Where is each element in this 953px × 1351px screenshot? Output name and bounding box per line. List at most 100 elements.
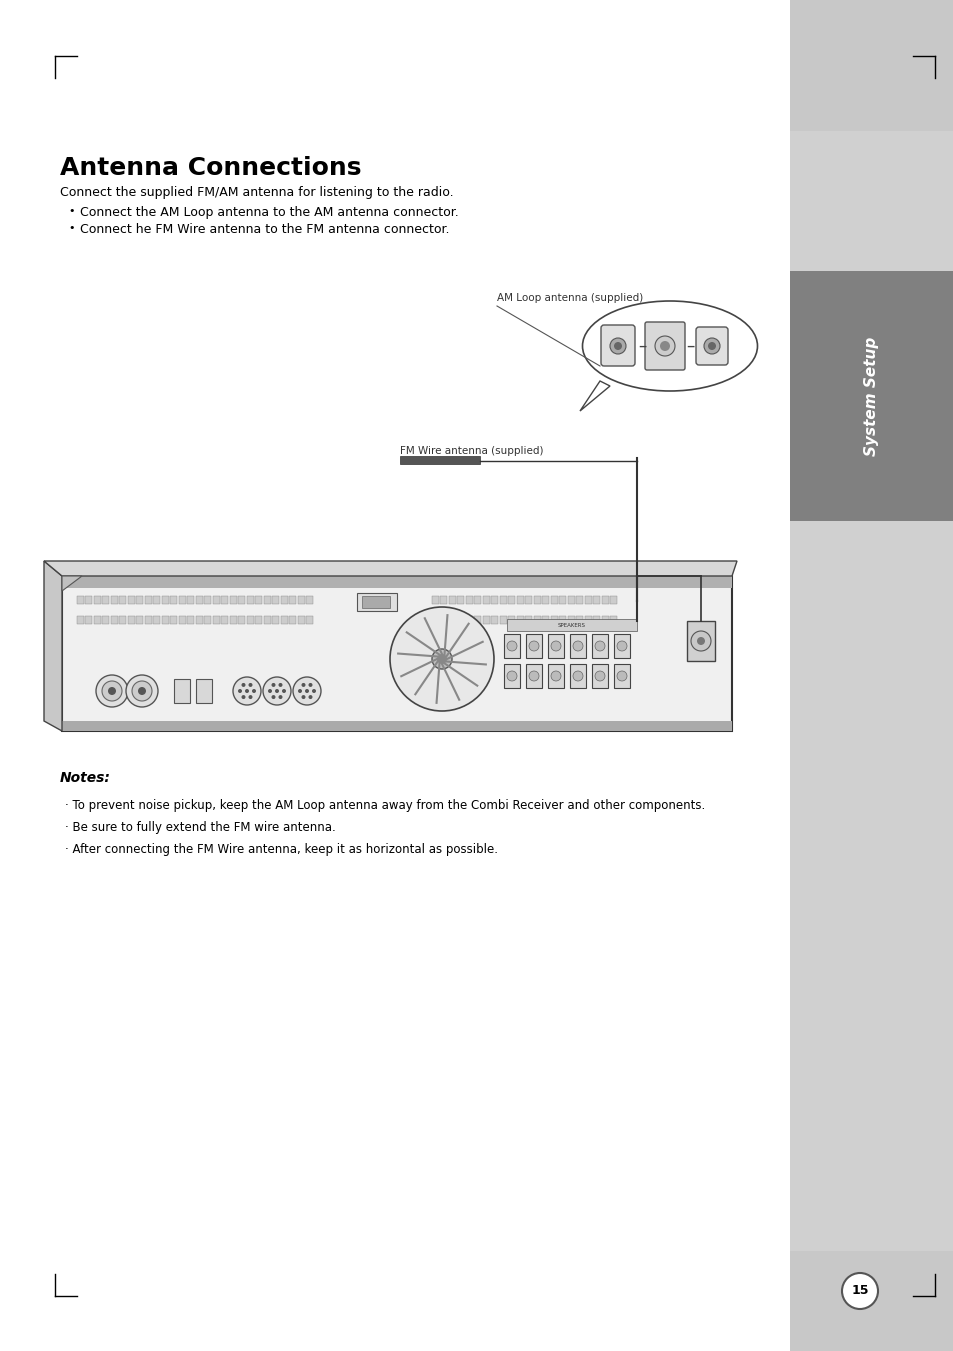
Bar — [162, 596, 169, 604]
Circle shape — [297, 689, 302, 693]
Circle shape — [659, 340, 669, 351]
Bar — [440, 616, 447, 624]
Bar — [399, 457, 479, 463]
Bar — [162, 616, 169, 624]
Bar — [610, 596, 617, 604]
Bar — [584, 616, 592, 624]
Text: •: • — [68, 205, 74, 216]
Bar — [273, 616, 279, 624]
Bar — [440, 596, 447, 604]
Bar — [188, 616, 194, 624]
Bar — [94, 616, 101, 624]
Circle shape — [241, 684, 245, 686]
Bar — [221, 596, 229, 604]
Circle shape — [690, 631, 710, 651]
Bar — [230, 596, 236, 604]
Bar — [610, 616, 617, 624]
Bar — [86, 616, 92, 624]
Polygon shape — [579, 381, 609, 411]
Bar — [593, 596, 599, 604]
Text: · To prevent noise pickup, keep the AM Loop antenna away from the Combi Receiver: · To prevent noise pickup, keep the AM L… — [65, 798, 704, 812]
Bar — [558, 596, 566, 604]
Bar — [525, 634, 541, 658]
Bar — [281, 616, 288, 624]
Bar — [86, 596, 92, 604]
Bar — [62, 576, 731, 731]
Bar — [195, 680, 212, 703]
Polygon shape — [44, 561, 62, 731]
Bar — [491, 616, 498, 624]
Polygon shape — [44, 561, 737, 576]
Circle shape — [268, 689, 272, 693]
Bar — [503, 663, 519, 688]
Bar — [457, 616, 464, 624]
Bar — [77, 616, 84, 624]
Bar — [179, 596, 186, 604]
Text: Connect he FM Wire antenna to the FM antenna connector.: Connect he FM Wire antenna to the FM ant… — [80, 223, 449, 236]
Circle shape — [108, 688, 116, 694]
Text: –: – — [685, 336, 694, 355]
Bar — [62, 721, 731, 731]
Bar — [173, 680, 190, 703]
Circle shape — [609, 338, 625, 354]
Bar — [517, 596, 523, 604]
Circle shape — [432, 648, 452, 669]
Bar — [432, 616, 438, 624]
Bar — [542, 596, 549, 604]
Bar — [508, 616, 515, 624]
Circle shape — [506, 671, 517, 681]
Bar — [482, 616, 490, 624]
Circle shape — [126, 676, 158, 707]
Bar — [102, 596, 110, 604]
Bar — [128, 616, 135, 624]
Circle shape — [301, 694, 305, 698]
Circle shape — [305, 689, 309, 693]
Bar — [297, 616, 305, 624]
Bar — [273, 596, 279, 604]
Bar — [77, 596, 84, 604]
Circle shape — [245, 689, 249, 693]
Circle shape — [506, 640, 517, 651]
Bar — [542, 616, 549, 624]
Circle shape — [614, 342, 621, 350]
Bar — [449, 616, 456, 624]
Bar — [221, 616, 229, 624]
Bar — [238, 596, 245, 604]
Text: AM Loop antenna (supplied): AM Loop antenna (supplied) — [497, 293, 642, 303]
Text: Connect the AM Loop antenna to the AM antenna connector.: Connect the AM Loop antenna to the AM an… — [80, 205, 458, 219]
Bar — [525, 616, 532, 624]
Bar — [195, 596, 203, 604]
Bar — [503, 634, 519, 658]
Bar — [289, 616, 296, 624]
Circle shape — [841, 1273, 877, 1309]
Circle shape — [301, 684, 305, 686]
Bar — [789, 0, 953, 1351]
Circle shape — [272, 694, 275, 698]
Circle shape — [96, 676, 128, 707]
Bar — [789, 272, 953, 521]
Bar — [230, 616, 236, 624]
Bar — [465, 596, 473, 604]
Circle shape — [551, 640, 560, 651]
Circle shape — [233, 677, 261, 705]
Circle shape — [138, 688, 146, 694]
Bar — [238, 616, 245, 624]
Bar — [569, 634, 585, 658]
Bar — [601, 616, 608, 624]
Circle shape — [248, 694, 253, 698]
Circle shape — [595, 671, 604, 681]
Bar — [592, 634, 607, 658]
Bar — [94, 596, 101, 604]
Bar — [119, 616, 127, 624]
Bar — [361, 596, 390, 608]
Bar — [247, 596, 253, 604]
Circle shape — [312, 689, 315, 693]
Bar — [614, 634, 629, 658]
Bar — [576, 596, 583, 604]
Bar — [534, 616, 540, 624]
Circle shape — [248, 684, 253, 686]
Bar — [171, 596, 177, 604]
Text: SPEAKERS: SPEAKERS — [558, 623, 585, 628]
Circle shape — [655, 336, 675, 357]
Bar — [128, 596, 135, 604]
